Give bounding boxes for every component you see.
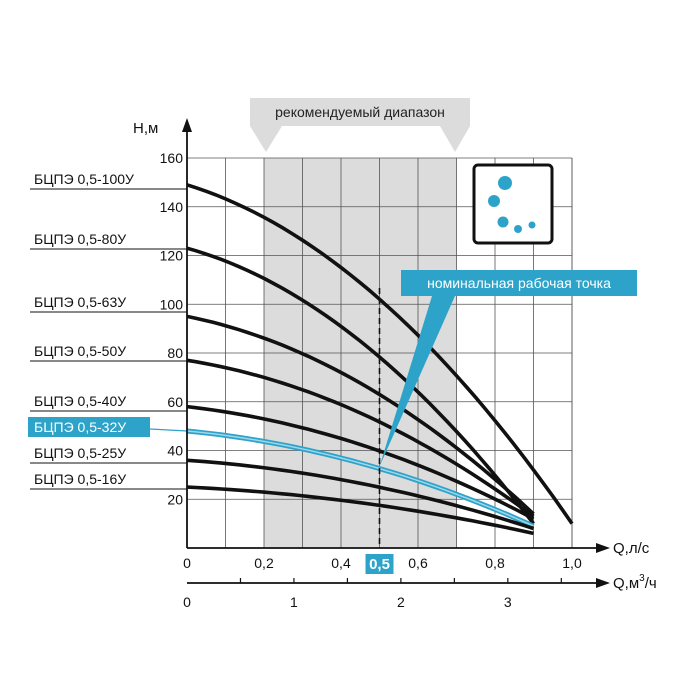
curve-line xyxy=(186,458,535,531)
x2-axis-label: Q,м3/ч xyxy=(613,573,657,592)
series-label: БЦПЭ 0,5-25У xyxy=(34,445,126,461)
y-axis-label: Н,м xyxy=(133,120,158,137)
curve-line xyxy=(186,485,534,536)
curve-bcpe-0-5-32u-highlight xyxy=(186,430,534,527)
series-label: БЦПЭ 0,5-16У xyxy=(34,471,126,487)
y-tick-label: 80 xyxy=(167,345,183,361)
x-tick-label: 0 xyxy=(183,555,191,571)
x-tick-labels: 0 0,2 0,4 0,5 0,6 0,8 1,0 xyxy=(183,554,582,574)
x2-tick-label: 1 xyxy=(290,594,298,610)
y-tick-label: 20 xyxy=(167,491,183,507)
water-drops-icon xyxy=(472,163,554,245)
y-axis-arrow xyxy=(182,118,192,132)
x-axis-label: Q,л/с xyxy=(613,540,650,557)
x-tick-label: 0,5 xyxy=(369,556,390,573)
curve-line xyxy=(186,246,535,525)
nominal-point-label-box xyxy=(401,270,637,296)
curve-line xyxy=(186,314,535,516)
y-tick-labels: 20 40 60 80 100 120 140 160 xyxy=(160,150,184,507)
y-tick-label: 40 xyxy=(167,443,183,459)
series-label: БЦПЭ 0,5-50У xyxy=(34,343,126,359)
curve-line xyxy=(186,404,535,521)
x2-tick-label: 0 xyxy=(183,594,191,610)
recommended-range-right-notch xyxy=(440,126,470,152)
recommended-range-left-notch xyxy=(250,126,282,152)
y-tick-label: 140 xyxy=(160,199,184,215)
x-tick-label: 0,4 xyxy=(331,555,351,571)
series-label: БЦПЭ 0,5-32У xyxy=(34,419,126,435)
series-label: БЦПЭ 0,5-63У xyxy=(34,294,126,310)
series-label-leader xyxy=(149,428,188,432)
y-tick-label: 160 xyxy=(160,150,184,166)
x-tick-label: 0,6 xyxy=(408,555,428,571)
y-tick-label: 120 xyxy=(160,248,184,264)
x-tick-label: 0,8 xyxy=(485,555,505,571)
y-tick-label: 100 xyxy=(160,296,184,312)
x2-tick-label: 2 xyxy=(397,594,405,610)
recommended-range-label-box xyxy=(250,98,470,126)
series-label: БЦПЭ 0,5-100У xyxy=(34,171,134,187)
series-label: БЦПЭ 0,5-40У xyxy=(34,393,126,409)
nominal-x-tick-box xyxy=(365,554,394,574)
x-axis-arrow xyxy=(596,543,610,553)
x2-axis-arrow xyxy=(596,578,610,588)
x-tick-label: 1,0 xyxy=(562,555,582,571)
nominal-point-label: номинальная рабочая точка xyxy=(427,275,611,291)
x-tick-label: 0,2 xyxy=(254,555,274,571)
x2-tick-label: 3 xyxy=(504,594,512,610)
curve-line xyxy=(186,358,535,518)
series-label-box-highlight xyxy=(28,417,150,437)
series-labels: БЦПЭ 0,5-100У БЦПЭ 0,5-80У БЦПЭ 0,5-63У БЦП… xyxy=(28,171,188,490)
recommended-range-label: рекомендуемый диапазон xyxy=(275,104,445,120)
nominal-point-callout-pointer xyxy=(379,296,455,467)
y-tick-label: 60 xyxy=(167,394,183,410)
series-label: БЦПЭ 0,5-80У xyxy=(34,231,126,247)
